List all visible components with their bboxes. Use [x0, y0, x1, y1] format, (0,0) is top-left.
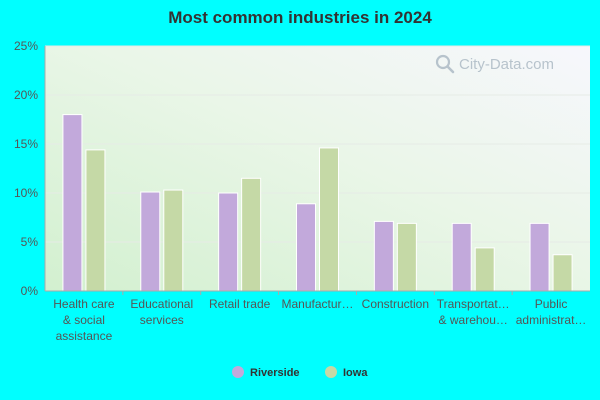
y-tick-label: 15% [14, 137, 38, 151]
bar-riverside [140, 191, 161, 292]
bar-iowa [396, 222, 417, 292]
chart-title: Most common industries in 2024 [168, 8, 432, 27]
legend-label: Iowa [343, 367, 368, 379]
bar-iowa [241, 177, 262, 292]
legend-swatch [325, 366, 337, 378]
y-tick-label: 25% [14, 39, 38, 53]
y-tick-label: 0% [21, 284, 39, 298]
bar-iowa [163, 189, 184, 292]
bar-riverside [62, 114, 83, 292]
x-tick-label: Public administrat… [516, 297, 587, 327]
x-tick-label: Health care & social assistance [53, 297, 115, 343]
bar-iowa [552, 254, 573, 292]
bar-iowa [85, 149, 106, 292]
legend-label: Riverside [250, 367, 300, 379]
bar-riverside [296, 203, 316, 292]
x-tick-label: Educational services [130, 297, 193, 327]
bar-riverside [529, 222, 550, 292]
x-tick-label: Retail trade [209, 297, 271, 311]
y-tick-label: 5% [21, 235, 39, 249]
watermark-text: City-Data.com [459, 56, 554, 73]
bar-riverside [373, 220, 394, 292]
bar-riverside [218, 192, 239, 292]
x-tick-label: Transportat… & warehou… [437, 297, 510, 327]
watermark: City-Data.com [435, 54, 554, 74]
plot-area [45, 46, 590, 291]
bar-iowa [319, 147, 339, 292]
y-tick-label: 20% [14, 88, 38, 102]
x-tick-label: Construction [362, 297, 429, 311]
bar-iowa [474, 247, 495, 292]
legend-swatch [232, 366, 244, 378]
x-tick-label: Manufactur… [281, 297, 353, 311]
magnifier-icon [435, 54, 455, 74]
y-tick-label: 10% [14, 186, 38, 200]
bar-riverside [451, 222, 472, 292]
